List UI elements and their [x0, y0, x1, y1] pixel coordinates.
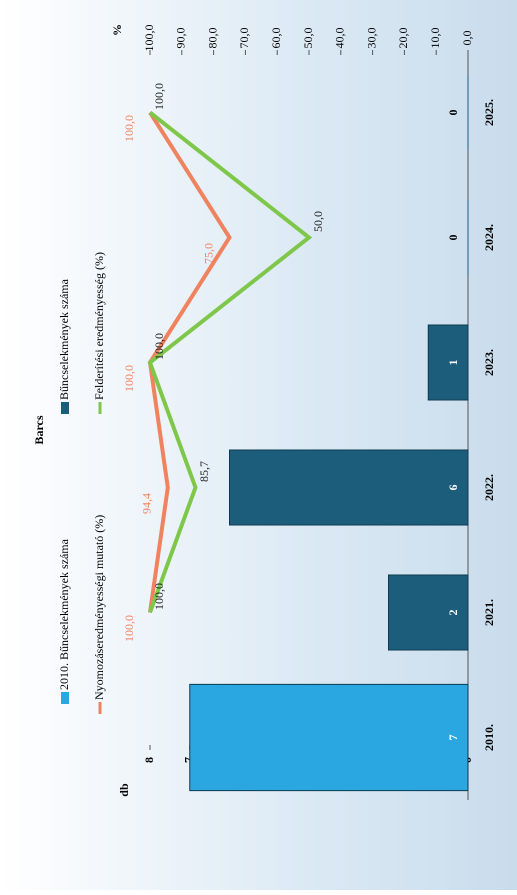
point-label: 100,0: [122, 115, 136, 142]
y2-tick-label: 100,0: [142, 25, 156, 52]
point-label: 100,0: [152, 583, 166, 610]
y2-tick-label: 40,0: [333, 28, 347, 49]
legend-label: Nyomozáseredményességi mutató (%): [92, 515, 106, 700]
x-tick-label: 2024.: [482, 224, 496, 251]
bar-label: 0: [446, 110, 460, 116]
plot: Barcs db % 0123456780,010,020,030,040,05…: [32, 24, 496, 800]
chart-title: Barcs: [32, 415, 46, 444]
y2-tick-label: 0,0: [460, 31, 474, 46]
point-label: 75,0: [201, 243, 215, 264]
point-label: 94,4: [140, 493, 154, 514]
legend-swatch: [98, 402, 102, 414]
y-tick-label: 7: [182, 757, 196, 763]
legend-swatch: [61, 692, 69, 704]
bar: [388, 574, 469, 651]
point-label: 100,0: [152, 333, 166, 360]
point-label: 50,0: [311, 211, 325, 232]
point-label: 85,7: [197, 461, 211, 482]
bar: [229, 449, 469, 526]
point-label: 100,0: [122, 615, 136, 642]
x-tick-label: 2021.: [482, 599, 496, 626]
legend-swatch: [98, 702, 102, 714]
y2-tick-label: 30,0: [364, 28, 378, 49]
legend-label: Bűncselekmények száma: [57, 278, 71, 400]
x-tick-label: 2010.: [482, 724, 496, 751]
legend-label: 2010. Bűncselekmények száma: [57, 538, 71, 690]
y-tick-label: 8: [142, 757, 156, 763]
x-tick-label: 2025.: [482, 99, 496, 126]
y2-tick-label: 50,0: [301, 28, 315, 49]
point-label: 100,0: [152, 83, 166, 110]
y2-tick-label: 70,0: [237, 28, 251, 49]
bar-label: 7: [446, 735, 460, 741]
bar-label: 6: [446, 485, 460, 491]
x-tick-label: 2023.: [482, 349, 496, 376]
point-label: 100,0: [122, 365, 136, 392]
line: [147, 110, 313, 614]
y2-tick-label: 90,0: [174, 28, 188, 49]
y2-tick-label: 60,0: [269, 28, 283, 49]
y2-tick-label: 20,0: [396, 28, 410, 49]
y2-tick-label: 10,0: [428, 28, 442, 49]
y-axis-label: db: [117, 783, 131, 797]
bar-label: 1: [446, 360, 460, 366]
bar-label: 0: [446, 235, 460, 241]
legend-label: Felderítési eredményesség (%): [92, 252, 106, 400]
x-tick-label: 2022.: [482, 474, 496, 501]
bar-label: 2: [446, 610, 460, 616]
bar: [427, 324, 469, 401]
y2-axis-label: %: [110, 24, 124, 36]
bar: [189, 683, 469, 792]
y2-tick-label: 80,0: [205, 28, 219, 49]
legend-swatch: [61, 402, 69, 414]
